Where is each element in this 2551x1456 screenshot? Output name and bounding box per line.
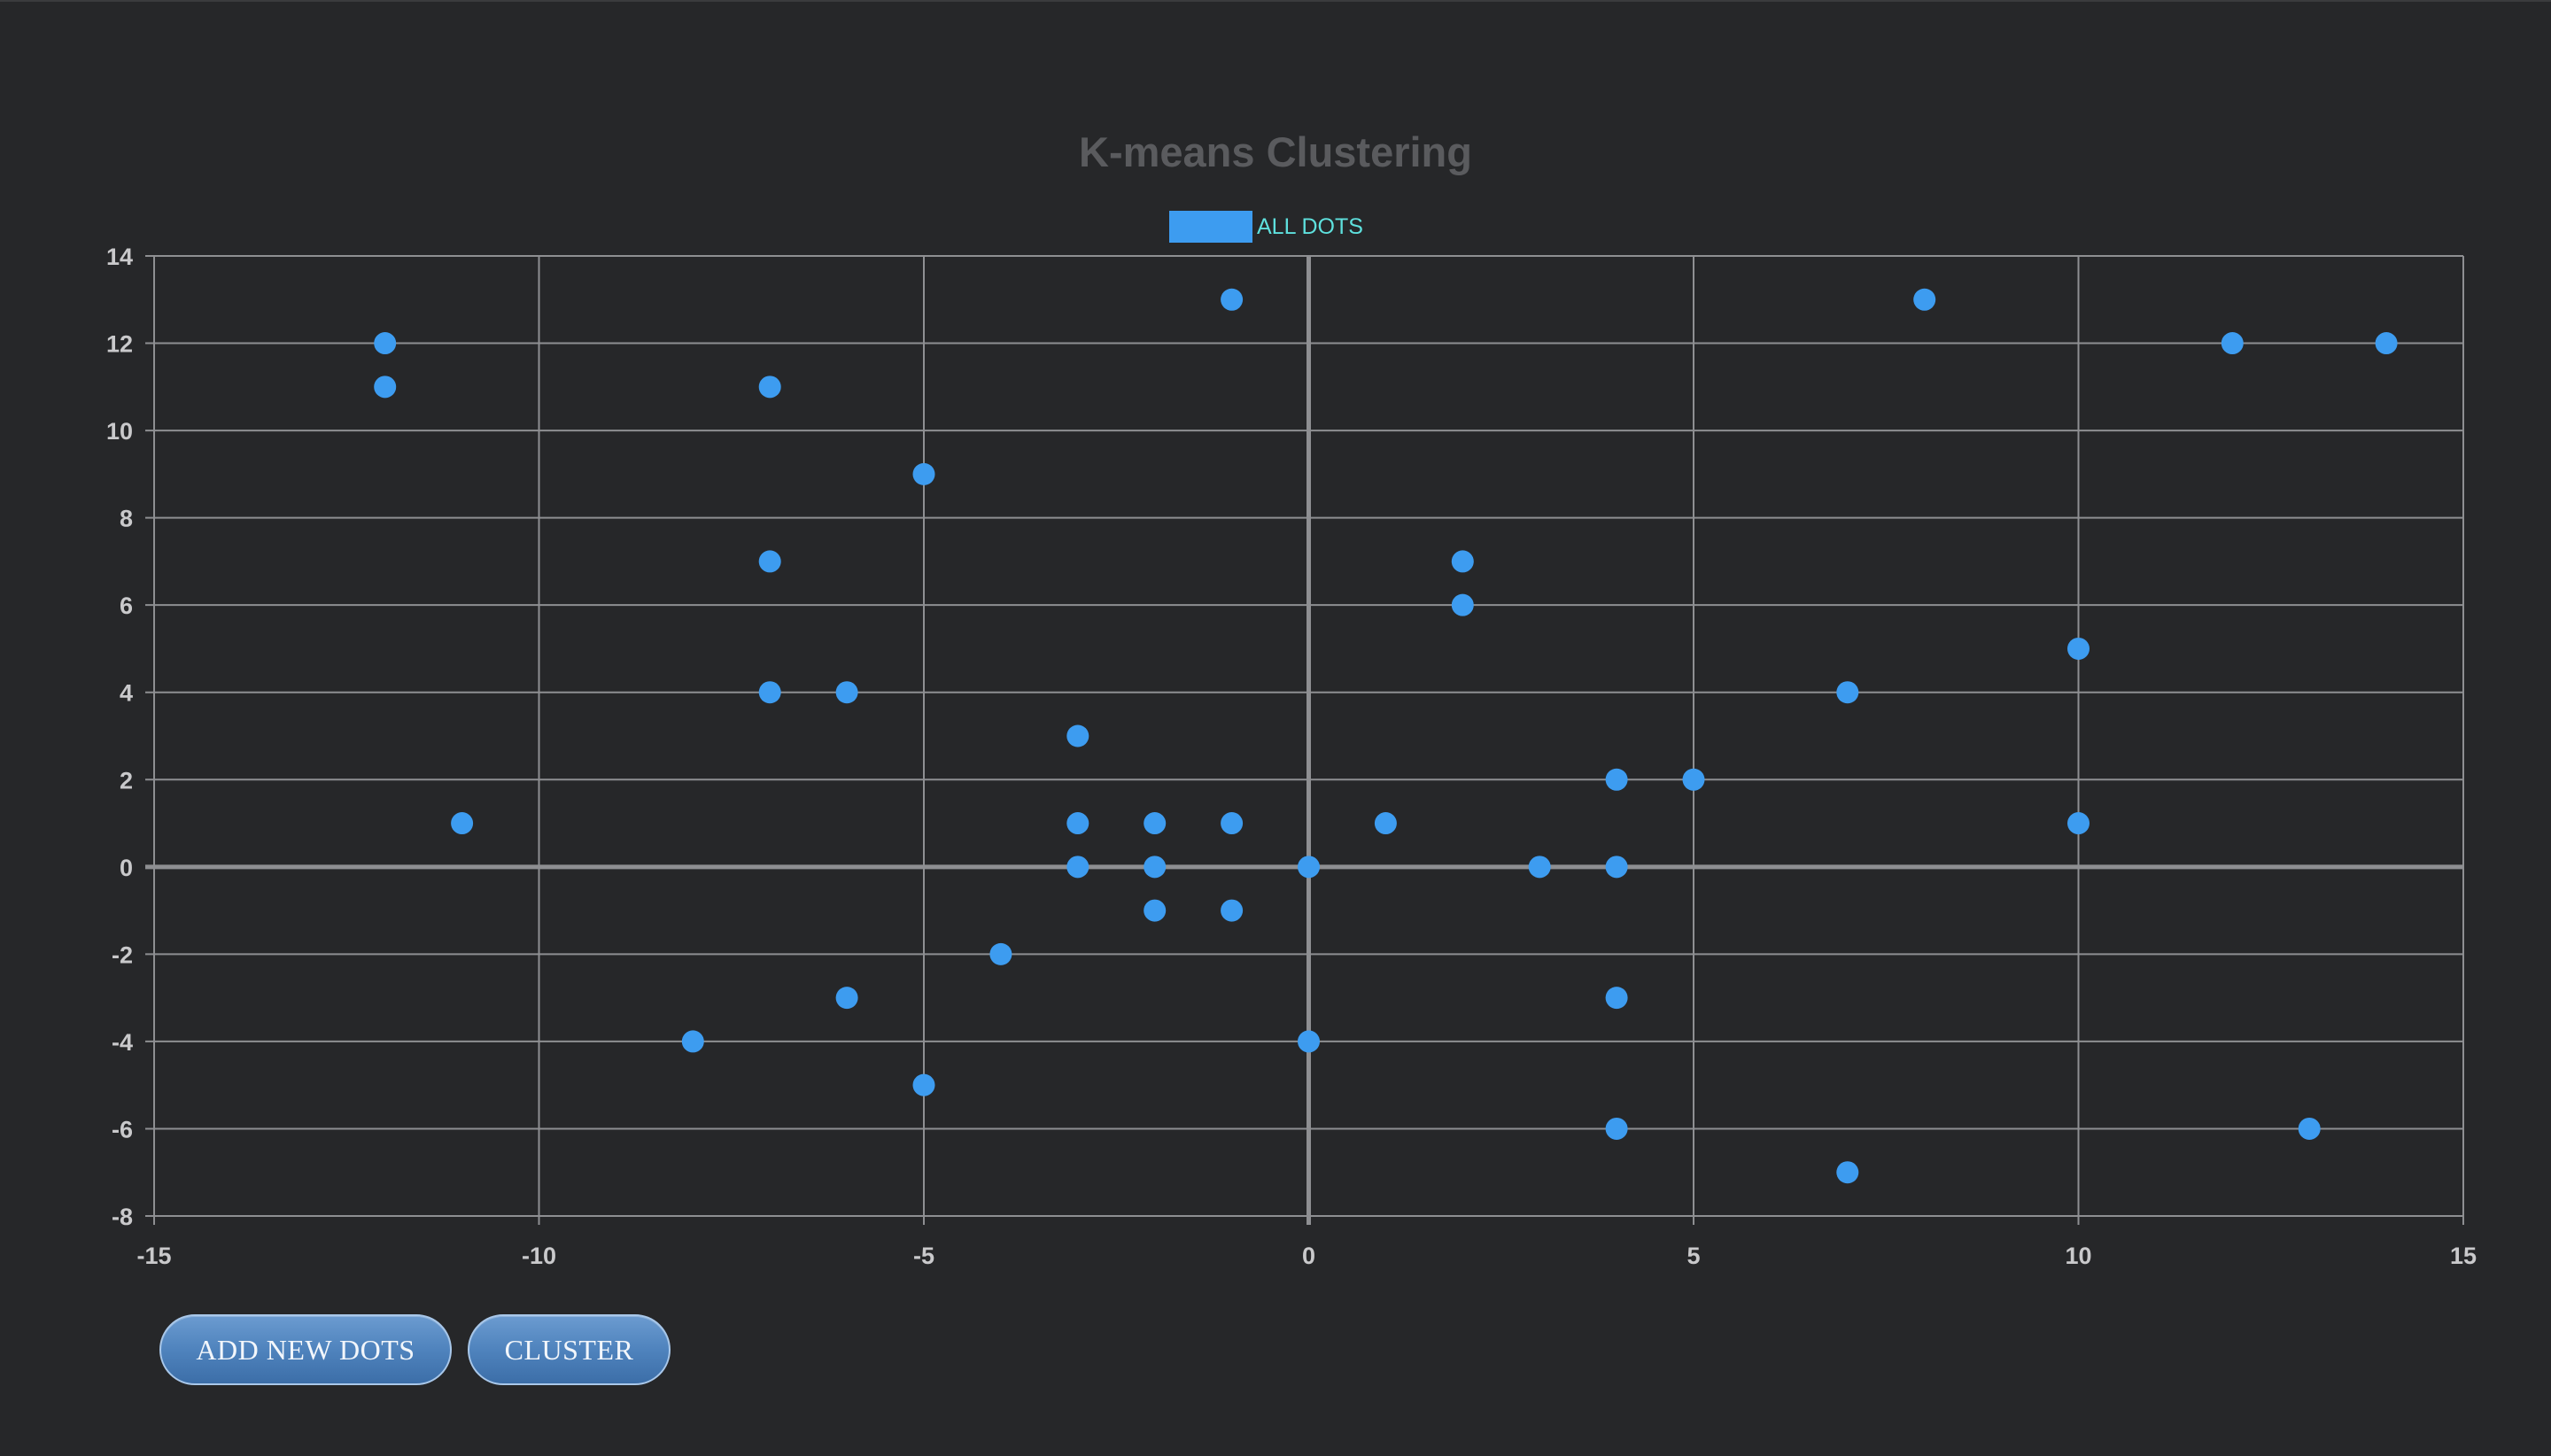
data-point bbox=[1682, 768, 1705, 791]
data-point bbox=[1605, 768, 1628, 791]
y-tick-label: 0 bbox=[120, 855, 133, 881]
data-point bbox=[2298, 1117, 2321, 1140]
data-point bbox=[1605, 987, 1628, 1010]
data-point bbox=[1066, 856, 1089, 879]
data-point bbox=[1605, 856, 1628, 879]
add-new-dots-button[interactable]: ADD NEW DOTS bbox=[159, 1314, 452, 1385]
data-point bbox=[374, 332, 397, 355]
x-tick-label: 10 bbox=[2065, 1243, 2091, 1269]
data-point bbox=[1144, 812, 1167, 835]
data-point bbox=[758, 376, 781, 399]
legend[interactable]: ALL DOTS bbox=[1169, 211, 1363, 243]
chart-title: K-means Clustering bbox=[1079, 128, 1472, 175]
y-tick-label: -2 bbox=[112, 941, 133, 968]
data-point bbox=[989, 942, 1012, 965]
data-point bbox=[912, 462, 935, 485]
data-point bbox=[1221, 812, 1244, 835]
data-point bbox=[1298, 856, 1320, 879]
x-tick-label: -10 bbox=[522, 1243, 556, 1269]
data-point bbox=[835, 987, 858, 1010]
data-point bbox=[1913, 288, 1936, 311]
data-point bbox=[2067, 637, 2090, 660]
data-point bbox=[912, 1073, 935, 1096]
data-points bbox=[374, 288, 2398, 1184]
y-tick-label: -6 bbox=[112, 1116, 133, 1142]
cluster-button[interactable]: CLUSTER bbox=[468, 1314, 671, 1385]
data-point bbox=[1451, 593, 1474, 616]
legend-label[interactable]: ALL DOTS bbox=[1257, 214, 1363, 239]
data-point bbox=[2375, 332, 2398, 355]
y-tick-label: 10 bbox=[106, 418, 133, 445]
data-point bbox=[1144, 899, 1167, 922]
x-tick-label: -5 bbox=[913, 1243, 934, 1269]
data-point bbox=[374, 376, 397, 399]
x-tick-label: -15 bbox=[136, 1243, 171, 1269]
data-point bbox=[1221, 899, 1244, 922]
y-tick-label: -4 bbox=[112, 1029, 133, 1056]
y-tick-label: 8 bbox=[120, 506, 133, 532]
data-point bbox=[1298, 1030, 1320, 1053]
data-point bbox=[758, 550, 781, 573]
x-tick-label: 15 bbox=[2450, 1243, 2477, 1269]
data-point bbox=[1066, 812, 1089, 835]
y-tick-label: 6 bbox=[120, 592, 133, 619]
legend-swatch[interactable] bbox=[1169, 211, 1252, 243]
x-axis-ticks: -15 -10 -5 0 5 10 15 bbox=[136, 1243, 2477, 1269]
grid bbox=[145, 255, 2464, 1225]
y-tick-label: 12 bbox=[106, 331, 133, 358]
x-tick-label: 0 bbox=[1302, 1243, 1315, 1269]
y-tick-label: 14 bbox=[106, 244, 133, 270]
data-point bbox=[835, 681, 858, 704]
data-point bbox=[1451, 550, 1474, 573]
y-tick-label: -8 bbox=[112, 1204, 133, 1230]
data-point bbox=[2067, 812, 2090, 835]
y-axis-ticks: 14 12 10 8 6 4 2 0 -2 -4 -6 -8 bbox=[106, 244, 133, 1230]
y-tick-label: 2 bbox=[120, 767, 133, 794]
data-point bbox=[681, 1030, 704, 1053]
y-tick-label: 4 bbox=[120, 680, 133, 707]
data-point bbox=[758, 681, 781, 704]
data-point bbox=[1836, 1161, 1859, 1184]
data-point bbox=[1836, 681, 1859, 704]
x-tick-label: 5 bbox=[1686, 1243, 1700, 1269]
data-point bbox=[1374, 812, 1397, 835]
data-point bbox=[1528, 856, 1551, 879]
data-point bbox=[2221, 332, 2244, 355]
data-point bbox=[451, 812, 474, 835]
data-point bbox=[1066, 724, 1089, 747]
data-point bbox=[1221, 288, 1244, 311]
data-point bbox=[1144, 856, 1167, 879]
data-point bbox=[1605, 1117, 1628, 1140]
